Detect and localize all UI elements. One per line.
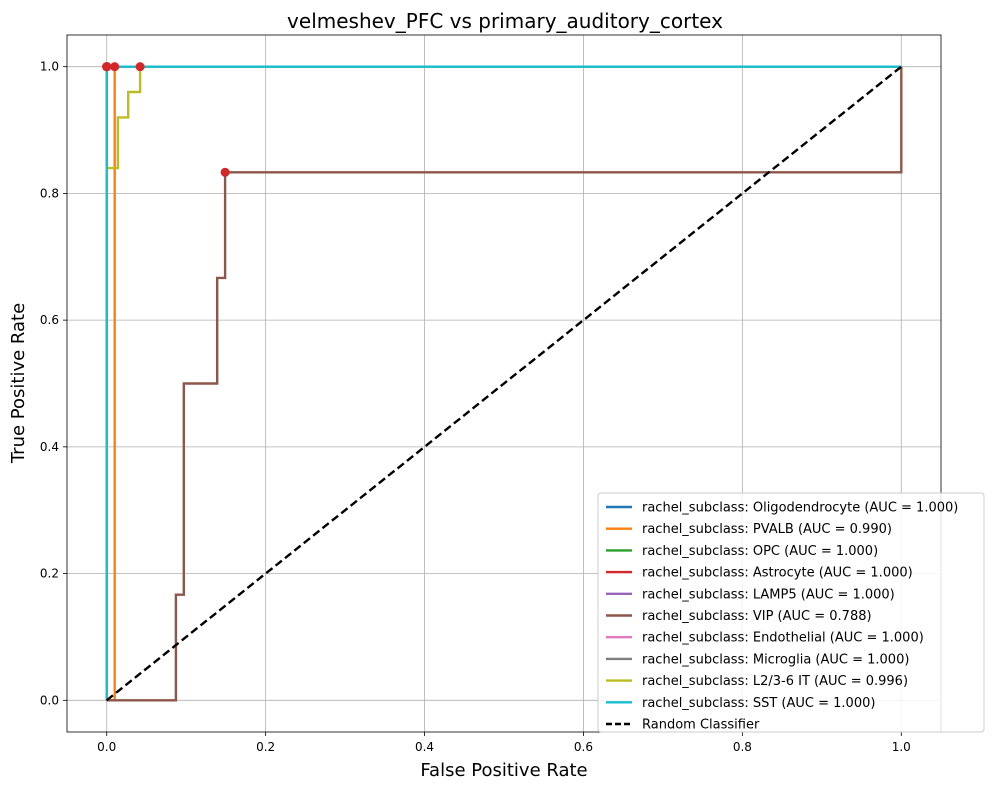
legend-label-9: rachel_subclass: SST (AUC = 1.000) xyxy=(642,696,875,711)
legend-label-6: rachel_subclass: Endothelial (AUC = 1.00… xyxy=(642,631,924,646)
axis-ticks: 0.0 0.2 0.4 0.6 0.8 1.0 0.0 0.2 0.4 0.6 0.8 1.0 xyxy=(40,60,911,754)
y-tick-label-3: 0.6 xyxy=(40,313,59,327)
roc-curve-5 xyxy=(106,66,903,702)
y-tick-label-1: 0.2 xyxy=(40,567,59,581)
y-axis-title: True Positive Rate xyxy=(8,303,29,464)
x-tick-label-2: 0.4 xyxy=(415,740,434,754)
threshold-markers xyxy=(102,62,230,177)
x-tick-label-0: 0.0 xyxy=(97,740,116,754)
y-tick-label-2: 0.4 xyxy=(40,440,59,454)
legend-label-1: rachel_subclass: PVALB (AUC = 0.990) xyxy=(642,522,892,537)
legend: rachel_subclass: Oligodendrocyte (AUC = … xyxy=(597,492,985,733)
roc-curve-8 xyxy=(105,65,902,701)
random-classifier-line xyxy=(105,65,903,702)
x-tick-label-3: 0.6 xyxy=(574,740,593,754)
legend-label-3: rachel_subclass: Astrocyte (AUC = 1.000) xyxy=(642,566,913,581)
x-tick-label-1: 0.2 xyxy=(256,740,275,754)
x-tick-label-5: 1.0 xyxy=(892,740,911,754)
x-axis-title: False Positive Rate xyxy=(420,760,587,781)
legend-label-10: Random Classifier xyxy=(642,718,760,733)
legend-label-7: rachel_subclass: Microglia (AUC = 1.000) xyxy=(642,652,909,667)
threshold-marker-5 xyxy=(220,167,230,177)
legend-label-5: rachel_subclass: VIP (AUC = 0.788) xyxy=(642,609,872,624)
legend-label-0: rachel_subclass: Oligodendrocyte (AUC = … xyxy=(642,501,958,516)
legend-label-2: rachel_subclass: OPC (AUC = 1.000) xyxy=(642,544,878,559)
legend-label-4: rachel_subclass: LAMP5 (AUC = 1.000) xyxy=(642,587,895,602)
legend-label-8: rachel_subclass: L2/3-6 IT (AUC = 0.996) xyxy=(642,674,908,689)
threshold-marker-8 xyxy=(135,62,145,72)
legend-frame xyxy=(597,492,985,733)
y-tick-label-4: 0.8 xyxy=(40,186,59,200)
threshold-marker-1 xyxy=(110,62,120,72)
chart-title: velmeshev_PFC vs primary_auditory_cortex xyxy=(287,9,723,33)
plot-frame xyxy=(66,34,942,733)
y-tick-label-5: 1.0 xyxy=(40,60,59,74)
threshold-marker-9 xyxy=(102,62,112,72)
x-tick-label-4: 0.8 xyxy=(733,740,752,754)
y-tick-label-0: 0.0 xyxy=(40,693,59,707)
